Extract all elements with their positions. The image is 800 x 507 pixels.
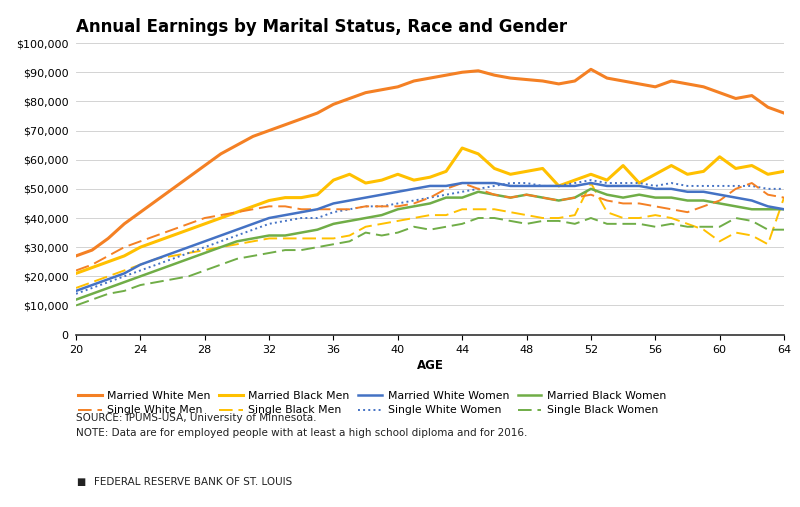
Text: SOURCE: IPUMS-USA, University of Minnesota.: SOURCE: IPUMS-USA, University of Minneso… <box>76 413 317 423</box>
Text: FEDERAL RESERVE BANK OF ST. LOUIS: FEDERAL RESERVE BANK OF ST. LOUIS <box>94 477 293 487</box>
Text: ■: ■ <box>76 477 86 487</box>
Text: Annual Earnings by Marital Status, Race and Gender: Annual Earnings by Marital Status, Race … <box>76 18 567 36</box>
Legend: Married White Men, Single White Men, Married Black Men, Single Black Men, Marrie: Married White Men, Single White Men, Mar… <box>78 391 666 415</box>
Text: NOTE: Data are for employed people with at least a high school diploma and for 2: NOTE: Data are for employed people with … <box>76 428 527 439</box>
X-axis label: AGE: AGE <box>417 359 443 372</box>
